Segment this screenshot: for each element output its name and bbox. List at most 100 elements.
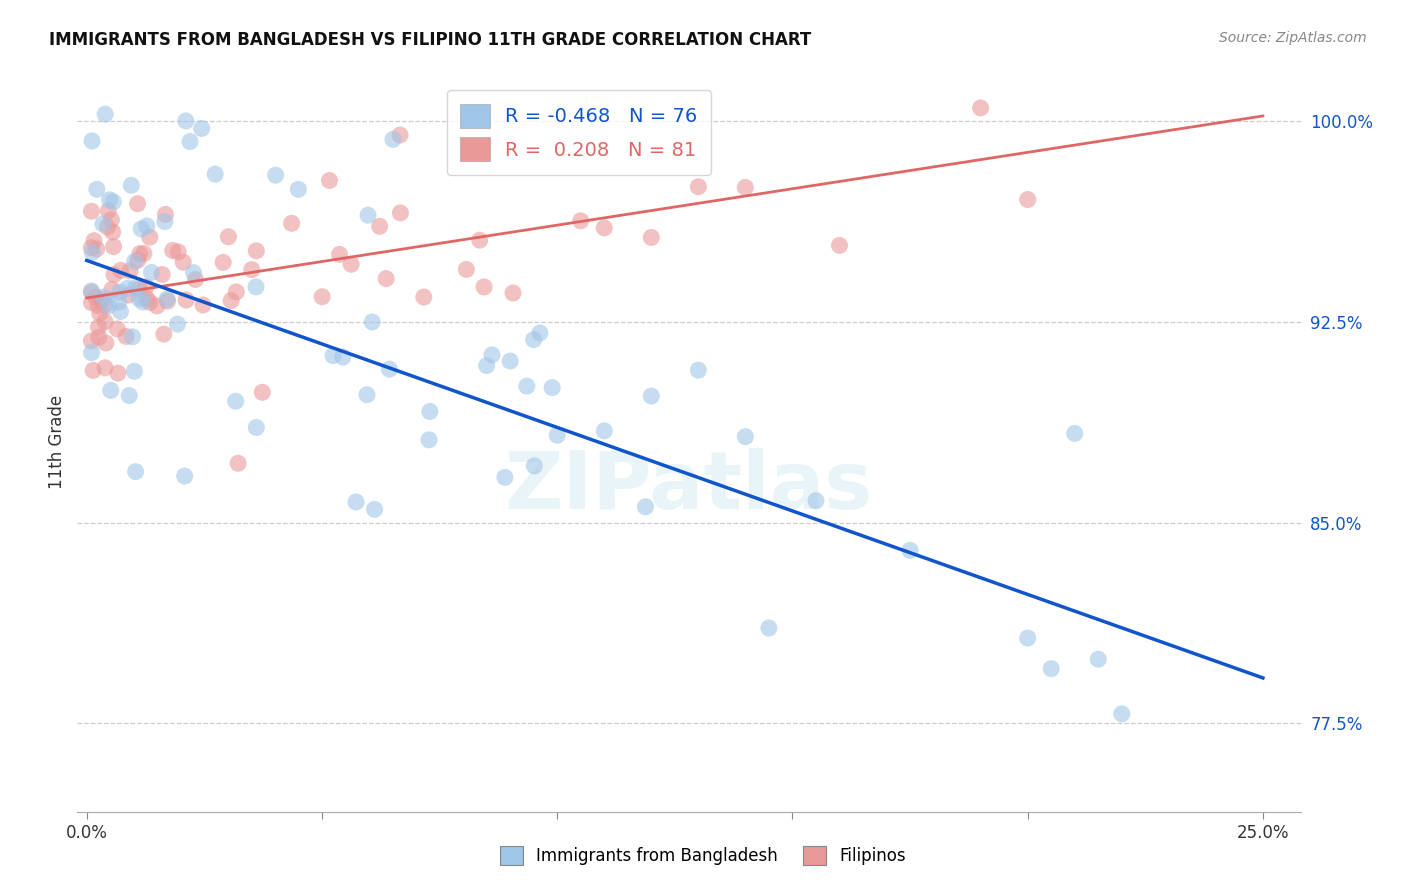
Point	[173, 469, 195, 483]
Point	[103, 194, 125, 209]
Point	[97, 299, 120, 313]
Point	[80, 204, 103, 219]
Point	[418, 433, 440, 447]
Point	[174, 114, 197, 128]
Point	[108, 295, 131, 310]
Point	[212, 255, 235, 269]
Point	[758, 621, 780, 635]
Point	[100, 384, 122, 398]
Point	[523, 333, 546, 347]
Point	[80, 334, 103, 348]
Point	[357, 208, 380, 222]
Point	[91, 217, 114, 231]
Point	[516, 379, 538, 393]
Point	[378, 362, 401, 376]
Point	[156, 292, 179, 306]
Point	[481, 348, 503, 362]
Point	[174, 293, 197, 307]
Point	[127, 253, 149, 268]
Point	[183, 266, 205, 280]
Point	[166, 317, 188, 331]
Point	[120, 178, 142, 193]
Point	[110, 263, 132, 277]
Point	[93, 298, 115, 312]
Point	[311, 290, 333, 304]
Point	[332, 350, 354, 364]
Point	[94, 360, 117, 375]
Point	[94, 107, 117, 121]
Point	[153, 214, 176, 228]
Point	[499, 354, 522, 368]
Point	[87, 330, 110, 344]
Point	[98, 193, 121, 207]
Point	[969, 101, 991, 115]
Point	[131, 222, 153, 236]
Point	[156, 293, 179, 308]
Point	[245, 244, 267, 258]
Point	[86, 242, 108, 256]
Point	[381, 132, 404, 146]
Point	[640, 389, 662, 403]
Point	[94, 315, 117, 329]
Point	[217, 229, 239, 244]
Point	[475, 359, 498, 373]
Point	[688, 179, 710, 194]
Point	[103, 240, 125, 254]
Point	[280, 216, 302, 230]
Point	[204, 167, 226, 181]
Point	[135, 280, 157, 294]
Point	[593, 220, 616, 235]
Point	[389, 206, 412, 220]
Point	[125, 280, 148, 294]
Point	[155, 207, 177, 221]
Point	[96, 219, 118, 234]
Point	[83, 234, 105, 248]
Point	[219, 293, 242, 308]
Point	[368, 219, 391, 234]
Point	[107, 366, 129, 380]
Point	[828, 238, 851, 252]
Point	[132, 295, 155, 310]
Point	[344, 495, 367, 509]
Point	[804, 493, 827, 508]
Point	[179, 135, 201, 149]
Point	[318, 173, 340, 187]
Point	[138, 295, 160, 310]
Point	[419, 404, 441, 418]
Point	[389, 128, 412, 142]
Text: Source: ZipAtlas.com: Source: ZipAtlas.com	[1219, 31, 1367, 45]
Point	[734, 180, 756, 194]
Text: ZIPatlas: ZIPatlas	[505, 448, 873, 525]
Point	[105, 322, 128, 336]
Point	[245, 420, 267, 434]
Point	[245, 279, 267, 293]
Point	[541, 381, 564, 395]
Point	[87, 299, 110, 313]
Point	[110, 304, 132, 318]
Point	[150, 268, 173, 282]
Point	[84, 290, 107, 304]
Point	[688, 363, 710, 377]
Point	[172, 255, 194, 269]
Point	[1017, 631, 1039, 645]
Point	[328, 247, 350, 261]
Point	[226, 456, 249, 470]
Point	[340, 257, 363, 271]
Point	[86, 182, 108, 196]
Point	[734, 430, 756, 444]
Text: IMMIGRANTS FROM BANGLADESH VS FILIPINO 11TH GRADE CORRELATION CHART: IMMIGRANTS FROM BANGLADESH VS FILIPINO 1…	[49, 31, 811, 49]
Point	[529, 326, 551, 340]
Point	[100, 212, 122, 227]
Point	[153, 327, 176, 342]
Point	[494, 470, 516, 484]
Point	[118, 388, 141, 402]
Point	[225, 285, 247, 299]
Point	[240, 262, 263, 277]
Point	[361, 315, 384, 329]
Point	[640, 230, 662, 244]
Point	[101, 282, 124, 296]
Point	[190, 121, 212, 136]
Point	[141, 265, 163, 279]
Point	[456, 262, 478, 277]
Point	[146, 299, 169, 313]
